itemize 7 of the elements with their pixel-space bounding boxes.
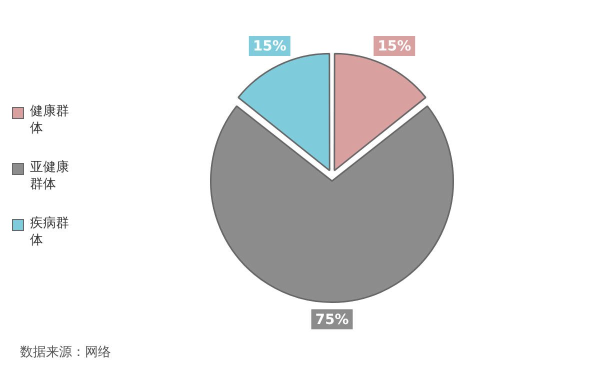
legend-label: 健康群体 (30, 102, 70, 136)
legend-label: 亚健康群体 (30, 158, 70, 192)
source-note: 数据来源：网络 (19, 344, 112, 361)
data-label: 75% (315, 312, 349, 328)
legend-label: 疾病群体 (30, 214, 70, 248)
data-label: 15% (252, 38, 286, 55)
data-label: 15% (378, 38, 412, 55)
